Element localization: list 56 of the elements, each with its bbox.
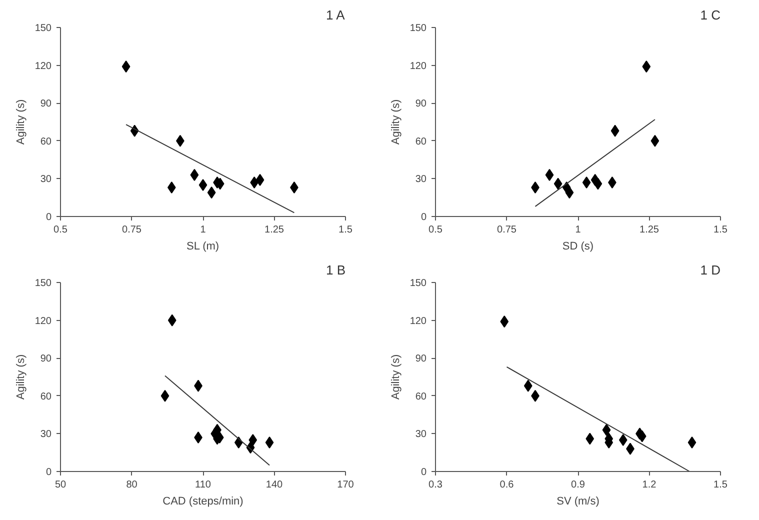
y-tick-label: 30 [415,429,427,440]
x-tick-label: 0.9 [571,480,586,490]
y-tick-label: 120 [34,60,52,72]
y-tick-label: 150 [410,278,427,289]
y-tick-label: 120 [34,316,52,327]
y-tick-label: 150 [410,23,427,34]
x-tick-label: 110 [195,480,212,490]
y-tick-label: 90 [40,98,52,110]
y-tick-label: 60 [40,136,52,148]
x-tick-label: 50 [54,480,66,490]
y-tick-label: 30 [40,174,52,186]
x-axis-title: SV (m/s) [556,496,600,508]
chart-title: 1 D [700,262,721,278]
x-tick-label: 1.5 [714,480,728,490]
y-axis-title: Agility (s) [14,99,27,145]
x-axis-title: SD (s) [562,240,594,252]
y-tick-label: 90 [415,354,427,365]
y-axis-title: Agility (s) [14,354,27,400]
y-axis-title: Agility (s) [390,99,402,145]
x-tick-label: 0.75 [122,224,142,236]
x-tick-label: 1.5 [338,224,353,236]
x-tick-label: 1.2 [642,480,657,490]
y-axis-title: Agility (s) [390,354,402,400]
y-tick-label: 120 [410,60,427,72]
x-tick-label: 140 [266,480,284,490]
x-tick-label: 0.5 [428,224,443,236]
y-tick-label: 30 [415,174,427,186]
x-tick-label: 1.5 [714,224,728,236]
x-axis-title: CAD (steps/min) [162,496,244,508]
chart-title: 1 B [326,262,346,278]
y-tick-label: 90 [40,354,52,365]
y-tick-label: 0 [46,467,52,478]
x-tick-label: 1.25 [640,224,660,236]
y-tick-label: 0 [420,212,427,223]
y-tick-label: 120 [410,316,427,327]
x-tick-label: 1.25 [264,224,284,236]
x-tick-label: 0.5 [54,224,68,236]
chart-title: 1 A [326,8,346,22]
y-tick-label: 0 [46,212,52,223]
x-tick-label: 0.75 [497,224,517,236]
x-tick-label: 1 [200,224,206,236]
y-tick-label: 150 [34,23,52,34]
y-tick-label: 150 [34,278,52,289]
y-tick-label: 60 [415,391,427,402]
y-tick-label: 30 [40,429,52,440]
chart-title: 1 C [700,8,721,22]
x-tick-label: 170 [337,480,354,490]
y-tick-label: 90 [415,98,427,110]
y-tick-label: 0 [420,467,427,478]
y-tick-label: 60 [415,136,427,148]
x-tick-label: 80 [126,480,138,490]
x-tick-label: 1 [575,224,582,236]
x-tick-label: 0.3 [428,480,443,490]
x-tick-label: 0.6 [500,480,514,490]
y-tick-label: 60 [40,391,52,402]
x-axis-title: SL (m) [186,240,220,252]
